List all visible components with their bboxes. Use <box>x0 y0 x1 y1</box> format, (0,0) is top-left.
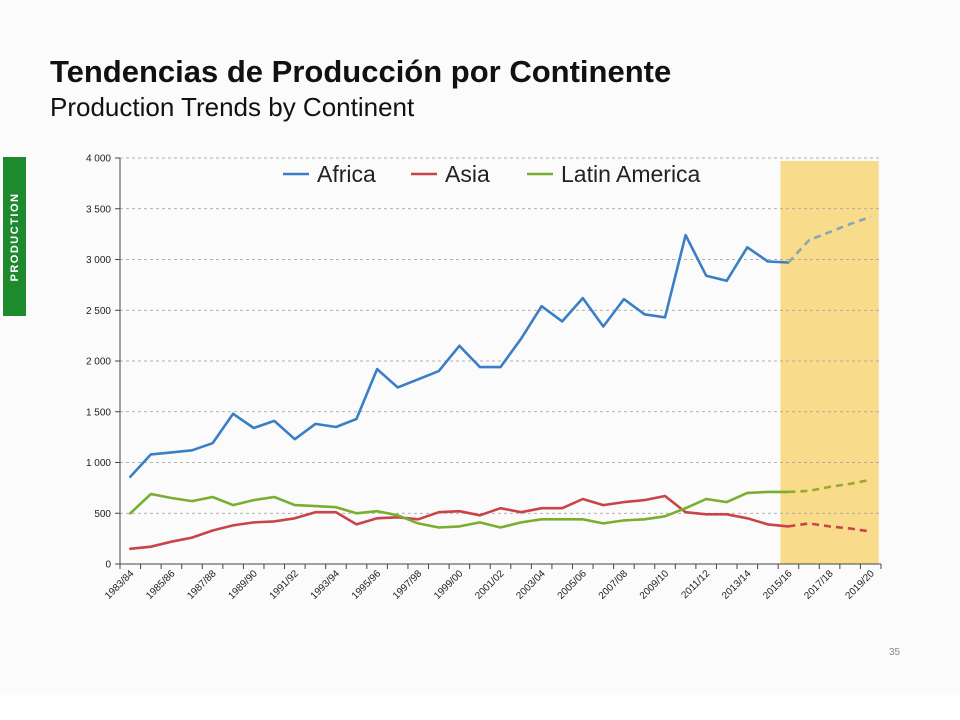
x-tick-label: 2017/18 <box>802 568 836 602</box>
y-tick-label: 1 000 <box>86 458 111 469</box>
x-tick-label: 1987/88 <box>185 568 219 602</box>
latin-america-series-line <box>129 490 790 529</box>
x-tick-label: 2019/20 <box>843 568 877 602</box>
x-tick-label: 1993/94 <box>309 568 343 602</box>
legend: Africa Asia Latin America <box>283 161 701 187</box>
y-tick-label: 2 500 <box>86 306 111 317</box>
x-tick-label: 2007/08 <box>597 568 631 602</box>
africa-series-line <box>129 233 790 479</box>
page-title: Tendencias de Producción por Continente <box>50 54 672 89</box>
page-subtitle: Production Trends by Continent <box>50 92 415 122</box>
x-tick-label: 2013/14 <box>720 568 754 602</box>
y-tick-label: 3 000 <box>86 255 111 266</box>
x-tick-label: 2011/12 <box>679 568 712 601</box>
x-tick-label: 2003/04 <box>514 568 548 602</box>
asia-legend-label: Asia <box>445 161 490 187</box>
page-number: 35 <box>889 647 901 658</box>
x-tick-label: 2005/06 <box>556 568 590 602</box>
x-tick-label: 1991/92 <box>268 568 302 602</box>
latin-america-legend-label: Latin America <box>561 161 701 187</box>
x-tick-label: 1983/84 <box>103 568 137 602</box>
africa-legend-label: Africa <box>317 161 376 187</box>
series-lines <box>129 215 872 551</box>
projection-highlight <box>780 161 879 564</box>
x-tick-label: 1985/86 <box>144 568 178 602</box>
x-tick-label: 1999/00 <box>432 568 466 602</box>
x-tick-label: 1997/98 <box>391 568 425 602</box>
y-tick-label: 2 000 <box>86 357 111 368</box>
x-axis-ticks: 1983/84 1985/86 1987/88 1989/90 1991/92 1993/… <box>103 564 882 602</box>
x-tick-label: 2015/16 <box>761 568 795 602</box>
bottom-strip <box>0 695 960 720</box>
x-tick-label: 2009/10 <box>638 568 672 602</box>
x-tick-label: 1995/96 <box>350 568 384 602</box>
gridlines <box>120 157 881 514</box>
y-tick-label: 500 <box>94 509 111 520</box>
production-side-tab: PRODUCTION <box>3 157 26 316</box>
latin-america-projection-line <box>788 478 871 494</box>
x-tick-label: 2001/02 <box>473 568 507 602</box>
x-tick-label: 1989/90 <box>226 568 260 602</box>
y-tick-label: 1 500 <box>86 407 111 418</box>
asia-projection-line <box>788 522 871 533</box>
africa-projection-line <box>787 215 872 264</box>
y-tick-label: 0 <box>105 560 111 571</box>
asia-series-line <box>129 494 790 551</box>
y-tick-label: 4 000 <box>86 154 111 165</box>
y-tick-label: 3 500 <box>86 204 111 215</box>
y-axis-ticks: 0 500 1 000 1 500 2 000 2 500 3 000 3 500 4 000 <box>86 154 120 571</box>
